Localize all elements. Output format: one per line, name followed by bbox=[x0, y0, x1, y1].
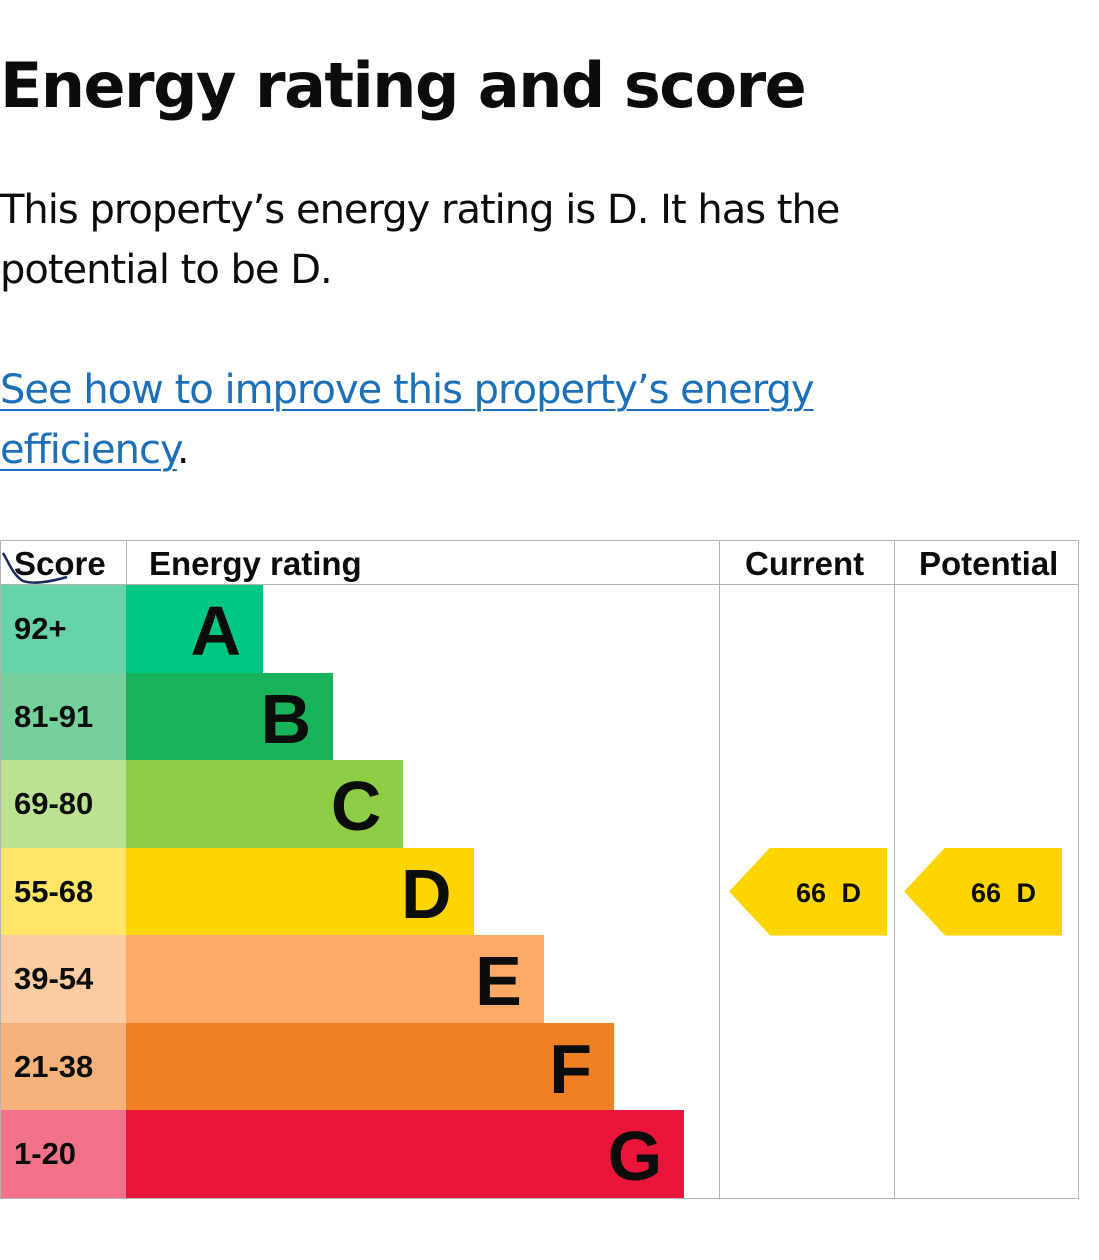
improve-link-suffix: . bbox=[176, 427, 190, 473]
energy-rating-chart: Score Energy rating Current Potential 92… bbox=[0, 540, 1079, 1199]
potential-rating-arrow: 66 D bbox=[904, 847, 1062, 936]
rating-band-g: G bbox=[126, 1110, 685, 1198]
current-rating-arrow: 66 D bbox=[729, 847, 887, 936]
rating-band-a: A bbox=[126, 585, 263, 673]
header-score: Score bbox=[14, 545, 106, 582]
improve-efficiency-link[interactable]: See how to improve this property’s energ… bbox=[0, 367, 815, 473]
rating-band-c: C bbox=[126, 760, 404, 848]
rating-band-f: F bbox=[126, 1022, 614, 1111]
improve-paragraph: See how to improve this property’s energ… bbox=[0, 360, 940, 480]
rating-band-d: D bbox=[126, 847, 474, 936]
rating-summary: This property’s energy rating is D. It h… bbox=[0, 187, 840, 293]
rating-band-b: B bbox=[126, 672, 334, 761]
header-potential: Potential bbox=[919, 545, 1059, 582]
header-divider bbox=[1, 584, 1078, 585]
score-range-f: 21-38 bbox=[1, 1022, 126, 1111]
page-title: Energy rating and score bbox=[0, 49, 807, 122]
score-range-e: 39-54 bbox=[1, 935, 126, 1023]
score-range-b: 81-91 bbox=[1, 672, 126, 761]
rating-band-e: E bbox=[126, 935, 544, 1023]
header-current: Current bbox=[745, 545, 865, 582]
score-range-d: 55-68 bbox=[1, 847, 126, 936]
score-range-c: 69-80 bbox=[1, 760, 126, 848]
score-range-g: 1-20 bbox=[1, 1110, 126, 1198]
column-divider-score bbox=[126, 541, 127, 585]
header-energy-rating: Energy rating bbox=[149, 545, 362, 582]
column-divider-potential bbox=[894, 541, 895, 1198]
score-range-a: 92+ bbox=[1, 585, 126, 673]
pen-scribble-mark bbox=[1, 552, 68, 584]
column-divider-current bbox=[719, 541, 720, 1198]
